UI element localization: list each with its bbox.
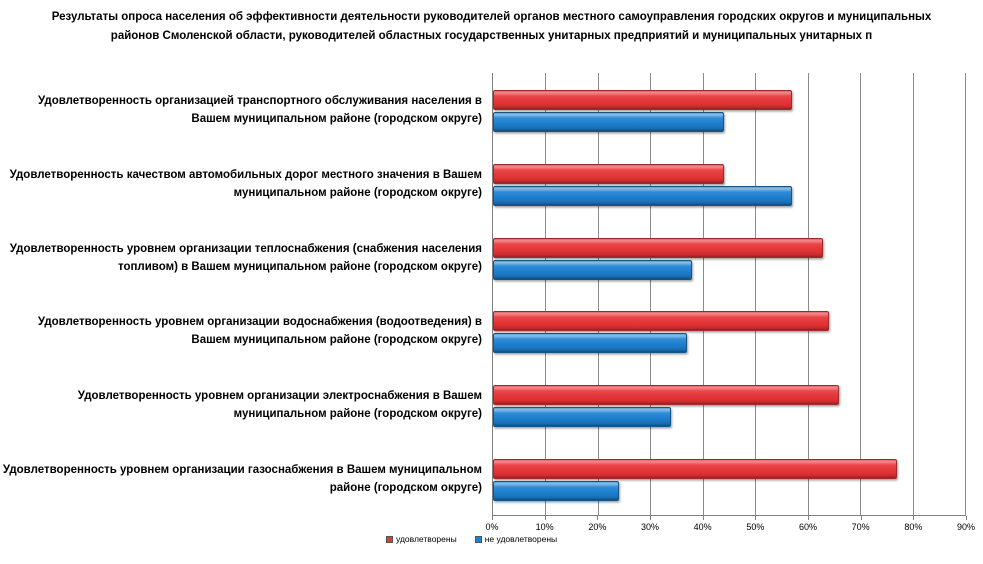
gridline bbox=[650, 73, 652, 515]
plot-area bbox=[492, 73, 966, 516]
bar-not-satisfied bbox=[493, 407, 672, 428]
bar-not-satisfied bbox=[493, 186, 792, 206]
category-band bbox=[493, 294, 965, 368]
bar-not-satisfied bbox=[493, 259, 693, 280]
category-band bbox=[493, 220, 965, 294]
gridline bbox=[597, 73, 599, 515]
bar-series-area bbox=[493, 73, 965, 515]
gridline bbox=[807, 73, 809, 515]
gridline bbox=[755, 73, 757, 515]
x-tick-label: 80% bbox=[904, 522, 923, 532]
bar-satisfied bbox=[493, 164, 724, 184]
legend-item-not-satisfied: не удовлетворены bbox=[474, 534, 558, 544]
category-label: Удовлетворенность уровнем организации во… bbox=[37, 316, 482, 347]
legend-label: удовлетворены bbox=[396, 534, 457, 544]
legend-label: не удовлетворены bbox=[484, 534, 558, 544]
category-label: Удовлетворенность организацией транспорт… bbox=[37, 94, 482, 125]
x-tick-label: 60% bbox=[798, 522, 817, 532]
category-label: Удовлетворенность качеством автомобильны… bbox=[9, 168, 482, 199]
gridline bbox=[912, 73, 914, 515]
x-tickmark bbox=[544, 516, 546, 520]
x-tick-label: 30% bbox=[640, 522, 659, 532]
x-tick-label: 70% bbox=[851, 522, 870, 532]
x-tickmark bbox=[755, 516, 757, 520]
category-band bbox=[493, 73, 965, 147]
category-band bbox=[493, 147, 965, 221]
bar-not-satisfied bbox=[493, 480, 619, 501]
bar-satisfied bbox=[493, 311, 829, 332]
legend-item-satisfied: удовлетворены bbox=[386, 534, 457, 544]
bar-satisfied bbox=[493, 90, 792, 111]
gridline bbox=[702, 73, 704, 515]
x-tick-label: 90% bbox=[956, 522, 976, 532]
x-tickmark bbox=[913, 516, 915, 520]
legend: удовлетворены не удовлетворены bbox=[386, 534, 557, 544]
x-tickmark bbox=[702, 516, 704, 520]
gridline bbox=[545, 73, 547, 515]
category-band bbox=[493, 441, 965, 515]
x-axis-tickmarks bbox=[492, 516, 967, 521]
x-axis-tick-labels: 0% 10% 20% 30% 40% 50% 60% 70% 80% 90% bbox=[485, 522, 975, 536]
legend-marker-icon bbox=[386, 535, 393, 543]
category-label: Удовлетворенность уровнем организации га… bbox=[2, 464, 482, 495]
x-tickmark bbox=[597, 516, 599, 520]
bar-satisfied bbox=[493, 237, 824, 258]
bar-not-satisfied bbox=[493, 112, 724, 133]
x-tickmark bbox=[860, 516, 862, 520]
legend-marker-icon bbox=[474, 535, 482, 543]
x-tickmark bbox=[649, 516, 651, 520]
x-tick-label: 0% bbox=[485, 522, 499, 532]
bar-not-satisfied bbox=[493, 333, 688, 354]
category-band bbox=[493, 368, 965, 442]
bar-satisfied bbox=[493, 458, 897, 479]
category-label: Удовлетворенность уровнем организации те… bbox=[9, 242, 482, 273]
x-tick-label: 10% bbox=[535, 522, 554, 532]
gridline bbox=[860, 73, 862, 515]
x-tickmark bbox=[492, 516, 493, 520]
chart-title: Результаты опроса населения об эффективн… bbox=[51, 11, 932, 42]
x-tick-label: 40% bbox=[693, 522, 712, 532]
category-axis-labels: Удовлетворенность организацией транспорт… bbox=[0, 73, 487, 516]
x-tick-label: 50% bbox=[746, 522, 765, 532]
x-tickmark bbox=[807, 516, 809, 520]
x-tick-label: 20% bbox=[588, 522, 607, 532]
category-label: Удовлетворенность уровнем организации эл… bbox=[77, 390, 482, 421]
x-tickmark bbox=[966, 516, 967, 520]
bar-satisfied bbox=[493, 385, 840, 406]
